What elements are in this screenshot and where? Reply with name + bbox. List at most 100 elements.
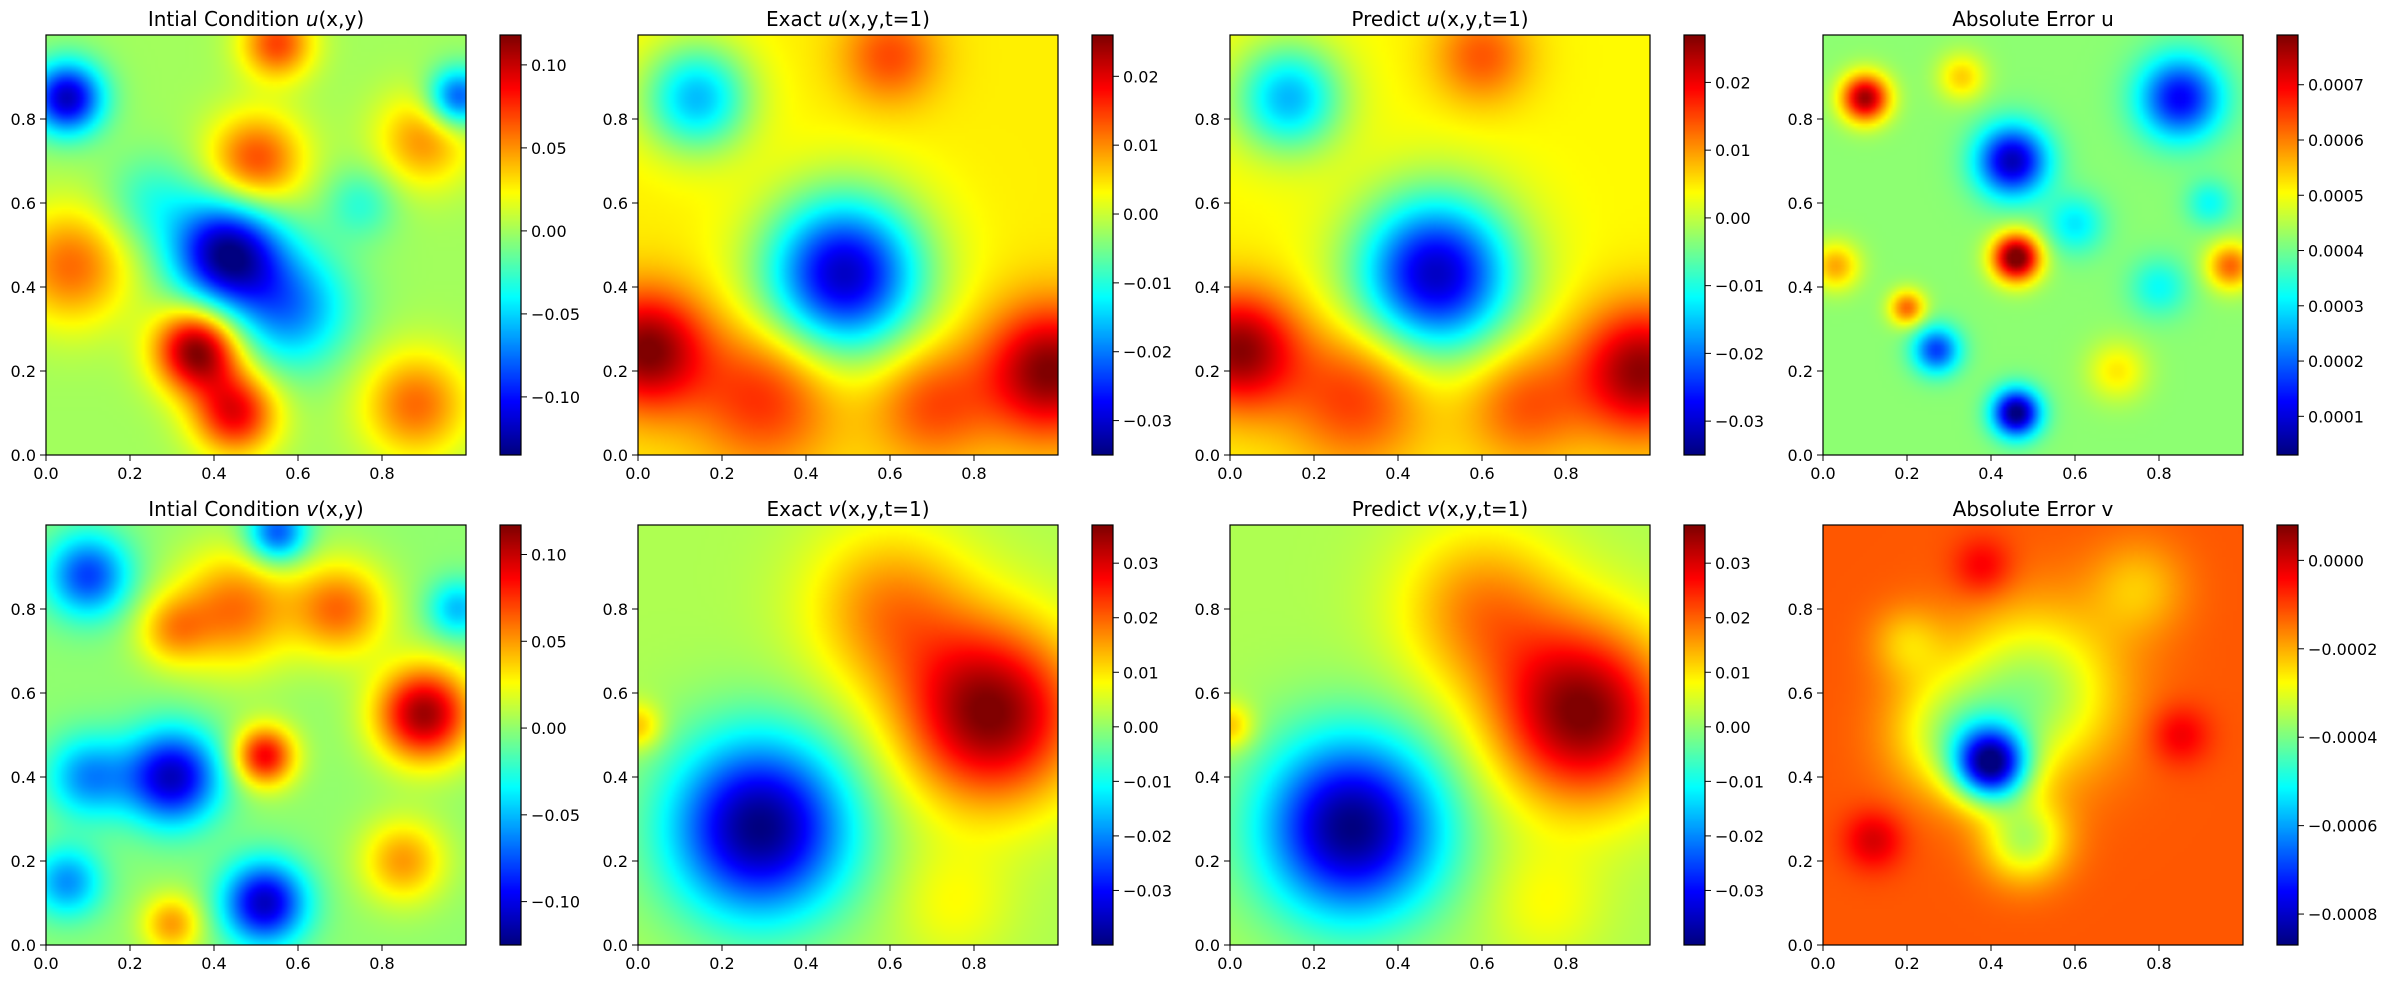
- x-tick-label: 0.8: [369, 464, 394, 483]
- x-tick-label: 0.2: [1301, 464, 1326, 483]
- y-tick-label: 0.6: [1195, 684, 1220, 703]
- colorbar-tick-label: 0.02: [1123, 67, 1159, 86]
- colorbar-frame: [1091, 34, 1114, 456]
- colorbar-tick-label: 0.03: [1123, 554, 1159, 573]
- colorbar-tick-label: −0.01: [1715, 277, 1764, 296]
- colorbar-tick-label: −0.10: [531, 388, 580, 407]
- colorbar: [1684, 35, 1705, 455]
- y-tick-label: 0.4: [11, 278, 36, 297]
- x-tick-label: 0.6: [1469, 954, 1494, 973]
- y-tick-label: 0.0: [603, 936, 628, 955]
- x-tick-label: 0.4: [1978, 954, 2003, 973]
- x-tick-label: 0.6: [2062, 464, 2087, 483]
- y-tick-label: 0.2: [603, 852, 628, 871]
- colorbar-tick-label: 0.0006: [2308, 131, 2364, 150]
- y-tick-label: 0.0: [1788, 446, 1813, 465]
- colorbar-tick-label: 0.01: [1123, 136, 1159, 155]
- colorbar-tick-label: −0.02: [1715, 827, 1764, 846]
- subplot-4: Absolute Error u 0.0 0.2 0.4 0.6 0.8 0.0 0.2 0.4…: [1788, 7, 2364, 483]
- colorbar: [2277, 35, 2298, 455]
- plot-title: Predict v(x,y,t=1): [1352, 497, 1528, 521]
- y-tick-label: 0.4: [1788, 768, 1813, 787]
- y-tick-label: 0.2: [11, 362, 36, 381]
- y-tick-label: 0.6: [11, 194, 36, 213]
- y-tick-label: 0.0: [1788, 936, 1813, 955]
- colorbar-tick-label: −0.01: [1123, 274, 1172, 293]
- axes-frame: [45, 34, 467, 456]
- y-tick-label: 0.4: [1195, 278, 1220, 297]
- colorbar-tick-label: 0.01: [1715, 663, 1751, 682]
- y-tick-label: 0.8: [1195, 110, 1220, 129]
- y-tick-label: 0.4: [11, 768, 36, 787]
- colorbar-tick-label: 0.05: [531, 632, 567, 651]
- heatmap-image: [1823, 525, 2243, 945]
- colorbar-tick-label: −0.02: [1123, 343, 1172, 362]
- x-tick-label: 0.8: [961, 954, 986, 973]
- colorbar-tick-label: −0.10: [531, 893, 580, 912]
- x-tick-label: 0.8: [1553, 954, 1578, 973]
- colorbar-tick-label: −0.03: [1123, 881, 1172, 900]
- y-tick-label: 0.0: [603, 446, 628, 465]
- y-tick-label: 0.6: [1788, 684, 1813, 703]
- y-tick-label: 0.6: [1195, 194, 1220, 213]
- colorbar: [1092, 525, 1113, 945]
- colorbar-frame: [1683, 34, 1706, 456]
- y-tick-label: 0.6: [603, 684, 628, 703]
- colorbar-tick-label: −0.03: [1715, 412, 1764, 431]
- plot-title: Exact u(x,y,t=1): [766, 7, 930, 31]
- x-tick-label: 0.0: [1810, 954, 1835, 973]
- x-tick-label: 0.0: [625, 954, 650, 973]
- y-tick-label: 0.8: [1788, 600, 1813, 619]
- y-tick-label: 0.2: [1788, 852, 1813, 871]
- colorbar: [2277, 525, 2298, 945]
- x-tick-label: 0.6: [285, 464, 310, 483]
- y-tick-label: 0.8: [1195, 600, 1220, 619]
- colorbar-tick-label: 0.0005: [2308, 186, 2364, 205]
- colorbar-tick-label: −0.03: [1123, 412, 1172, 431]
- x-tick-label: 0.6: [1469, 464, 1494, 483]
- x-tick-label: 0.0: [33, 464, 58, 483]
- plot-title: Absolute Error u: [1952, 7, 2114, 31]
- x-tick-label: 0.4: [1385, 954, 1410, 973]
- plot-title: Absolute Error v: [1953, 497, 2114, 521]
- x-tick-label: 0.8: [369, 954, 394, 973]
- x-tick-label: 0.8: [2146, 954, 2171, 973]
- colorbar-frame: [499, 34, 522, 456]
- y-tick-label: 0.8: [11, 110, 36, 129]
- colorbar-tick-label: −0.01: [1123, 772, 1172, 791]
- x-tick-label: 0.2: [709, 464, 734, 483]
- plot-title: Predict u(x,y,t=1): [1351, 7, 1528, 31]
- colorbar-tick-label: −0.03: [1715, 881, 1764, 900]
- subplot-6: Exact v(x,y,t=1) 0.0 0.2 0.4 0.6 0.8 0.0 0.2 0.4…: [603, 497, 1172, 973]
- y-tick-label: 0.4: [603, 278, 628, 297]
- y-tick-label: 0.2: [1195, 852, 1220, 871]
- x-tick-label: 0.0: [1810, 464, 1835, 483]
- colorbar-tick-label: 0.00: [1715, 718, 1751, 737]
- colorbar-tick-label: 0.02: [1715, 73, 1751, 92]
- heatmap-image: [638, 35, 1058, 455]
- y-tick-label: 0.2: [603, 362, 628, 381]
- y-tick-label: 0.4: [603, 768, 628, 787]
- subplot-8: Absolute Error v 0.0 0.2 0.4 0.6 0.8 0.0 0.2 0.4…: [1788, 497, 2378, 973]
- heatmap-image: [1230, 35, 1650, 455]
- axes-frame: [1229, 524, 1651, 946]
- x-tick-label: 0.4: [201, 464, 226, 483]
- colorbar-tick-label: −0.0006: [2308, 817, 2377, 836]
- colorbar-frame: [1091, 524, 1114, 946]
- x-tick-label: 0.6: [877, 954, 902, 973]
- colorbar-tick-label: 0.00: [531, 222, 567, 241]
- y-tick-label: 0.4: [1195, 768, 1220, 787]
- colorbar-tick-label: −0.02: [1123, 827, 1172, 846]
- x-tick-label: 0.2: [1894, 464, 1919, 483]
- axes-frame: [1229, 34, 1651, 456]
- colorbar-tick-label: −0.05: [531, 806, 580, 825]
- colorbar-tick-label: −0.0002: [2308, 640, 2377, 659]
- y-tick-label: 0.8: [603, 600, 628, 619]
- x-tick-label: 0.8: [1553, 464, 1578, 483]
- y-tick-label: 0.2: [1788, 362, 1813, 381]
- colorbar-frame: [2276, 524, 2299, 946]
- colorbar-tick-label: −0.02: [1715, 344, 1764, 363]
- x-tick-label: 0.0: [33, 954, 58, 973]
- subplot-1: Intial Condition u(x,y) 0.0 0.2 0.4 0.6 0.8 0.…: [11, 7, 580, 483]
